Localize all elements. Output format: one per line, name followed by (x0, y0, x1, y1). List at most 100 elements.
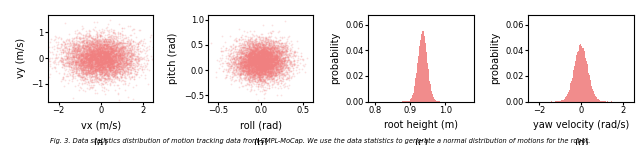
Point (242, 48, 252, 50)
Point (118, 47, 129, 50)
Point (90, 64, 100, 67)
Point (251, 63, 261, 66)
Point (84, 67, 95, 70)
Point (252, 72, 262, 74)
Point (102, 73, 113, 75)
Point (110, 74, 120, 77)
Point (260, 62, 271, 65)
Point (228, 74, 239, 76)
Point (255, 61, 266, 64)
Point (45, 65, 55, 67)
Point (86, 64, 97, 66)
Point (255, 59, 265, 62)
Point (257, 69, 268, 71)
Point (253, 59, 264, 62)
Point (266, 65, 276, 67)
Point (262, 68, 272, 70)
Point (254, 42, 264, 44)
Point (93, 33, 104, 36)
Point (86, 53, 96, 55)
Point (95, 48, 105, 50)
Point (257, 41, 267, 43)
Point (227, 73, 237, 75)
Point (292, 64, 303, 66)
Point (271, 44, 281, 46)
Point (58, 78, 68, 81)
Point (102, 66, 113, 68)
Point (253, 49, 263, 52)
Point (246, 69, 257, 71)
Point (229, 80, 239, 83)
Point (265, 36, 275, 38)
Point (67, 56, 77, 58)
Point (269, 55, 280, 57)
Point (247, 57, 257, 59)
Point (282, 58, 292, 61)
Point (88, 56, 99, 58)
Point (104, 64, 115, 66)
Point (99, 44, 109, 46)
Point (280, 49, 291, 52)
Point (84, 49, 94, 51)
Point (66, 68, 76, 70)
Point (108, 69, 118, 71)
Point (294, 68, 304, 71)
Point (83, 63, 93, 65)
Point (103, 74, 113, 76)
Point (225, 65, 236, 68)
Point (83, 52, 93, 55)
Point (254, 67, 264, 70)
Point (109, 53, 119, 56)
Point (271, 73, 281, 75)
Point (86, 50, 97, 53)
Point (83, 50, 93, 52)
Point (93, 61, 104, 63)
Point (99, 47, 109, 49)
Point (268, 65, 278, 68)
Point (91, 56, 101, 58)
Point (87, 58, 97, 61)
Point (271, 55, 282, 57)
Point (79, 39, 89, 42)
Point (70, 46, 80, 49)
Point (109, 58, 120, 60)
Point (245, 76, 255, 79)
Point (87, 45, 97, 47)
Point (264, 84, 274, 86)
Point (241, 72, 251, 74)
Point (104, 68, 114, 70)
Point (90, 76, 100, 78)
Point (81, 39, 91, 41)
Point (90, 75, 100, 78)
Point (291, 54, 301, 56)
Point (79, 54, 90, 56)
Point (134, 60, 145, 62)
Point (93, 41, 104, 44)
Point (72, 79, 82, 81)
Point (276, 70, 287, 72)
Point (99, 61, 109, 64)
Point (87, 64, 97, 66)
Point (260, 85, 270, 88)
Point (262, 73, 273, 75)
Point (132, 69, 143, 71)
Point (93, 65, 104, 68)
Point (115, 65, 125, 67)
Point (264, 72, 275, 75)
Point (269, 52, 280, 54)
Point (62, 61, 72, 63)
Point (135, 47, 145, 49)
Point (259, 42, 269, 44)
Point (81, 56, 92, 58)
Point (267, 55, 277, 57)
Point (104, 74, 114, 76)
Point (248, 46, 259, 49)
Point (275, 52, 285, 55)
Point (238, 69, 248, 71)
Point (246, 60, 256, 63)
Point (84, 57, 95, 59)
Point (79, 60, 89, 62)
Point (148, 46, 159, 48)
Point (241, 70, 251, 72)
Point (247, 57, 257, 59)
